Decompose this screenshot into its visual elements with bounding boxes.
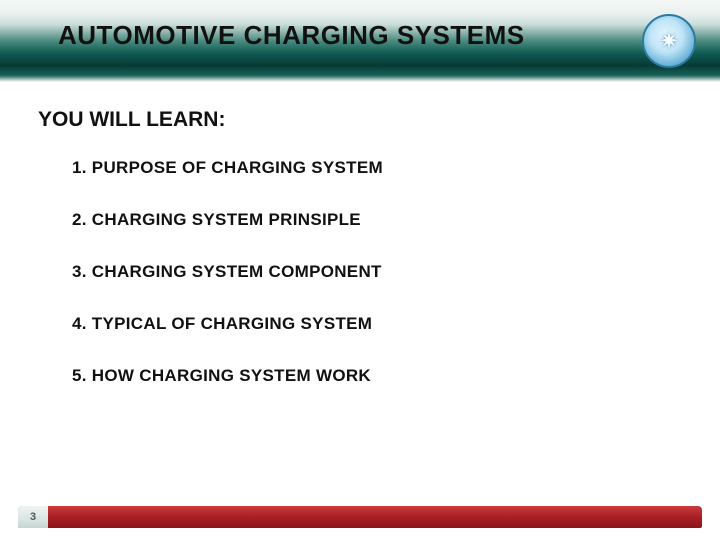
- list-item: 5. HOW CHARGING SYSTEM WORK: [72, 366, 632, 386]
- logo-glyph-icon: ✷: [659, 27, 679, 56]
- list-item: 1. PURPOSE OF CHARGING SYSTEM: [72, 158, 632, 178]
- footer-bar: [18, 506, 702, 528]
- logo-circle: ✷: [642, 14, 696, 68]
- subtitle: YOU WILL LEARN:: [38, 108, 225, 132]
- logo: ✷: [642, 14, 696, 68]
- list-item: 3. CHARGING SYSTEM COMPONENT: [72, 262, 632, 282]
- page-number: 3: [30, 511, 36, 523]
- list-item: 4. TYPICAL OF CHARGING SYSTEM: [72, 314, 632, 334]
- list-item: 2. CHARGING SYSTEM PRINSIPLE: [72, 210, 632, 230]
- slide-title: AUTOMOTIVE CHARGING SYSTEMS: [58, 20, 525, 51]
- items-list: 1. PURPOSE OF CHARGING SYSTEM 2. CHARGIN…: [72, 158, 632, 418]
- footer-page-cap: 3: [18, 506, 48, 528]
